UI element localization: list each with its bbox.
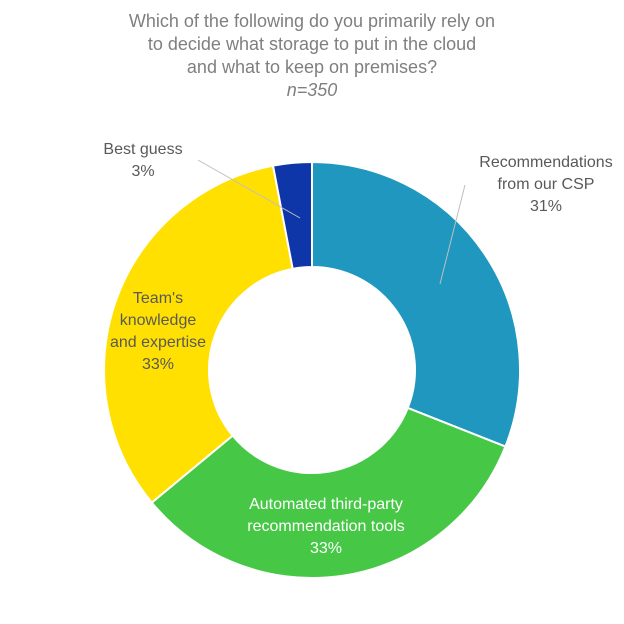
chart-subtitle: n=350 xyxy=(286,80,338,100)
donut-slice-1 xyxy=(311,160,521,448)
chart-title-line-3: and what to keep on premises? xyxy=(186,57,438,77)
slice-label-line: from our CSP xyxy=(498,176,595,193)
slice-value-label-4: 3% xyxy=(131,163,154,180)
slice-label-line: knowledge xyxy=(120,312,197,329)
leader-line-1 xyxy=(439,184,466,285)
donut-slice-4 xyxy=(271,160,313,270)
slice-label-3: Team's knowledge and expertise 33% xyxy=(110,290,206,373)
slice-label-line: Team's xyxy=(133,290,183,307)
slice-label-line: Automated third-party xyxy=(249,496,403,513)
donut-slice-2 xyxy=(150,406,507,579)
chart-title-line-2: to decide what storage to put in the clo… xyxy=(147,34,477,54)
slice-label-4: Best guess 3% xyxy=(103,141,182,180)
slice-label-line: recommendation tools xyxy=(247,518,404,535)
slice-label-line: Recommendations xyxy=(479,154,612,171)
slice-value-label-3: 33% xyxy=(142,356,174,373)
slice-value-label-1: 31% xyxy=(530,198,562,215)
slice-label-2: Automated third-party recommendation tool… xyxy=(247,496,404,557)
donut-slice-3 xyxy=(103,164,294,504)
slice-value-label-2: 33% xyxy=(310,540,342,557)
chart-title-block: Which of the following do you primarily … xyxy=(0,10,624,102)
slice-label-line: and expertise xyxy=(110,334,206,351)
slice-label-1: Recommendations from our CSP 31% xyxy=(479,154,612,215)
chart-title-line-1: Which of the following do you primarily … xyxy=(128,11,496,31)
slice-label-line: Best guess xyxy=(103,141,182,158)
leader-line-4 xyxy=(197,159,301,219)
